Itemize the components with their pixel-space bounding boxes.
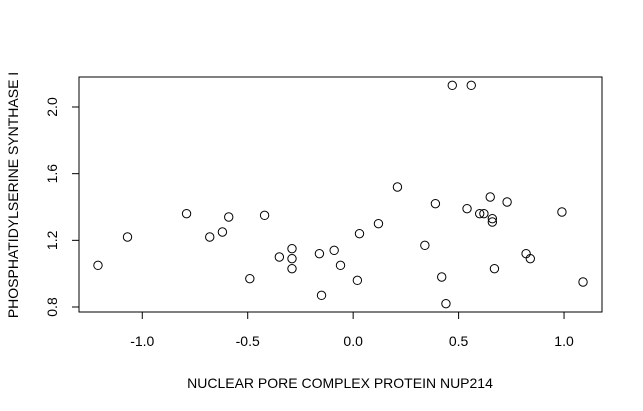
data-point — [316, 290, 327, 301]
y-axis: 0.8 1.2 1.6 2.0 — [44, 97, 80, 317]
data-point — [354, 228, 365, 239]
data-point — [259, 210, 270, 221]
data-point — [462, 203, 472, 214]
y-axis-title: PHOSPHATIDYLSERINE SYNTHASE I — [5, 72, 21, 318]
data-point — [314, 248, 325, 259]
data-point — [502, 197, 512, 207]
x-tick-label: 0.0 — [343, 333, 363, 349]
data-point — [430, 198, 441, 209]
data-point — [392, 182, 403, 192]
data-point — [479, 208, 489, 219]
data-point — [437, 272, 447, 282]
x-axis: -1.0 -0.5 0.0 0.5 1.0 — [130, 311, 574, 349]
data-point — [578, 277, 588, 287]
data-point — [489, 263, 500, 274]
data-point — [335, 260, 346, 271]
data-point — [93, 260, 103, 271]
data-points — [93, 80, 588, 309]
data-point — [466, 80, 476, 91]
data-point — [373, 218, 384, 229]
data-point — [329, 245, 339, 256]
data-point — [217, 227, 228, 237]
x-axis-title: NUCLEAR PORE COMPLEX PROTEIN NUP214 — [187, 375, 493, 391]
y-tick-label: 0.8 — [44, 297, 60, 317]
data-point — [420, 240, 430, 251]
data-point — [485, 192, 495, 202]
data-point — [474, 208, 485, 219]
x-tick-label: -1.0 — [130, 333, 154, 349]
data-point — [487, 217, 498, 227]
data-point — [224, 212, 234, 222]
data-point — [525, 253, 535, 264]
data-point — [447, 80, 457, 91]
x-tick-label: 1.0 — [554, 333, 574, 349]
data-point — [352, 275, 363, 286]
x-tick-label: 0.5 — [449, 333, 469, 349]
data-point — [274, 252, 285, 262]
data-point — [181, 208, 192, 219]
y-tick-label: 1.2 — [44, 230, 60, 250]
y-tick-label: 2.0 — [44, 97, 60, 117]
data-point — [487, 213, 498, 224]
x-tick-label: -0.5 — [236, 333, 260, 349]
data-point — [205, 232, 215, 242]
plot-frame — [78, 76, 603, 313]
data-point — [245, 273, 255, 284]
data-point — [287, 253, 297, 264]
data-point — [557, 207, 567, 217]
y-tick-label: 1.6 — [44, 164, 60, 184]
data-point — [122, 232, 133, 242]
data-point — [441, 298, 451, 309]
data-point — [287, 243, 297, 254]
data-point — [287, 263, 297, 274]
